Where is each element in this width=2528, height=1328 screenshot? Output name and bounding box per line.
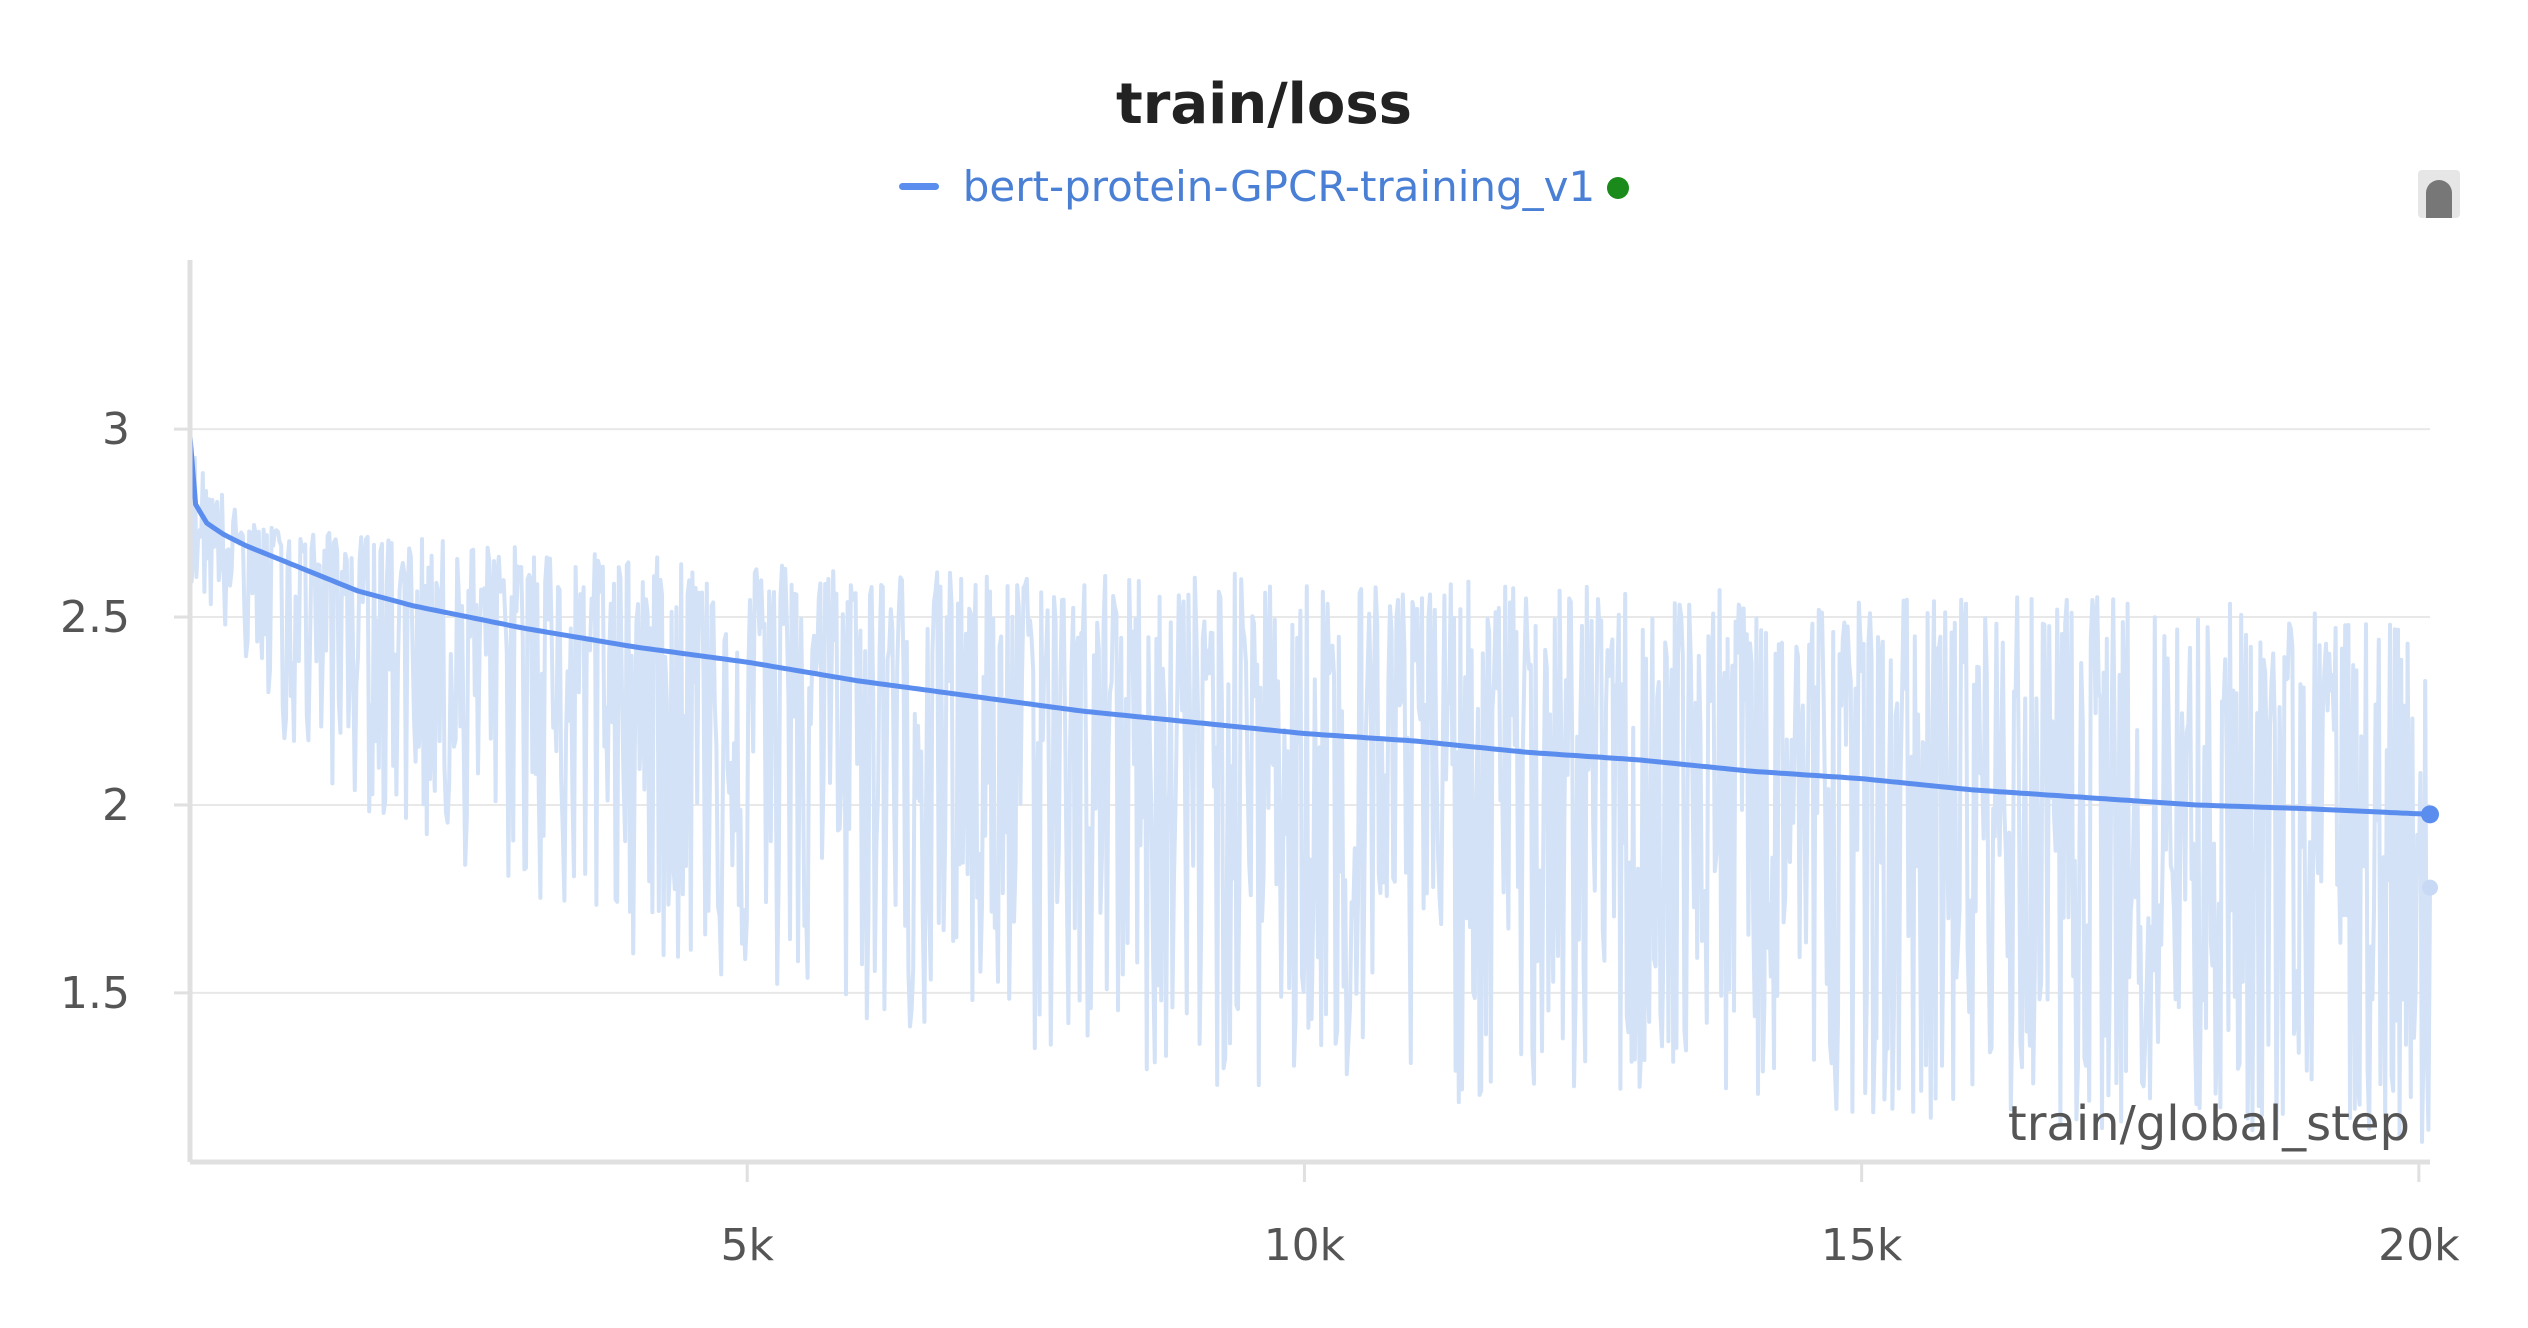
panel-menu-icon[interactable] xyxy=(2418,170,2460,218)
raw-loss-line xyxy=(188,455,2432,1144)
legend-series-name: bert-protein-GPCR-training_v1 xyxy=(962,162,1596,211)
y-tick-label: 2 xyxy=(102,780,130,831)
last-smoothed-point xyxy=(2421,805,2439,824)
legend[interactable]: bert-protein-GPCR-training_v1 xyxy=(0,162,2528,211)
x-tick-label: 20k xyxy=(2378,1220,2460,1271)
smoothed-series xyxy=(187,436,2431,817)
tick-labels: 1.5 2 2.5 3 5k 10k 15k 20k xyxy=(60,404,2460,1271)
x-axis-label: train/global_step xyxy=(2008,1096,2410,1152)
axes xyxy=(174,260,2430,1182)
chart-title: train/loss xyxy=(1115,72,1413,137)
y-tick-label: 3 xyxy=(102,404,130,455)
x-tick-label: 10k xyxy=(1264,1220,1346,1271)
x-tick-label: 15k xyxy=(1821,1220,1903,1271)
raw-series xyxy=(188,455,2432,1144)
last-value-markers xyxy=(2421,805,2439,896)
last-raw-point xyxy=(2422,879,2438,896)
legend-swatch xyxy=(898,183,939,190)
y-tick-label: 1.5 xyxy=(60,968,130,1019)
run-status-icon xyxy=(1607,176,1630,199)
smoothed-loss-line xyxy=(187,436,2431,817)
y-tick-label: 2.5 xyxy=(60,592,130,643)
x-tick-label: 5k xyxy=(720,1220,774,1271)
